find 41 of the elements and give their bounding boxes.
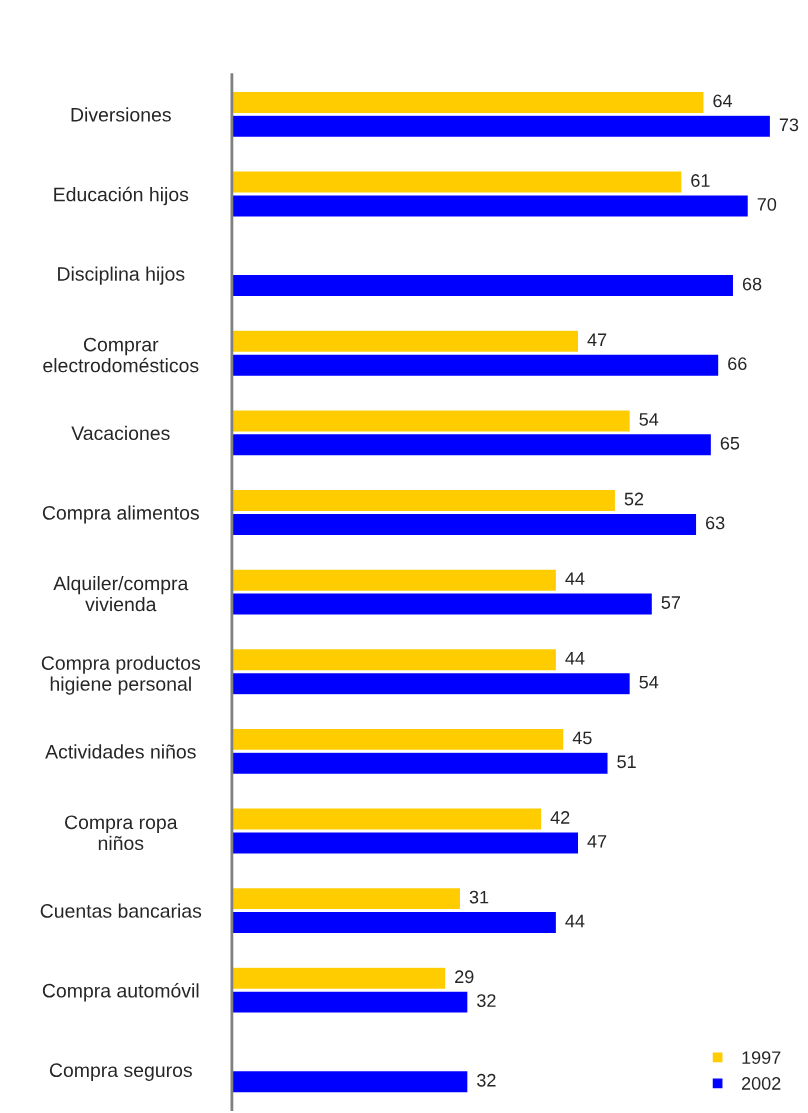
data-label: 51 [617, 755, 636, 769]
data-label: 63 [706, 516, 725, 530]
data-label: 52 [624, 492, 644, 506]
data-label: 44 [565, 572, 585, 585]
data-label: 57 [661, 596, 681, 609]
data-label: 61 [691, 174, 710, 187]
data-label: 47 [587, 333, 607, 346]
y-tick-label: Compra seguros [49, 1063, 192, 1081]
data-label: 47 [587, 835, 607, 848]
data-label: 29 [455, 970, 474, 984]
data-label: 32 [477, 994, 496, 1008]
y-tick-label: Vacaciones [71, 425, 170, 441]
data-label: 44 [565, 914, 585, 928]
data-label: 64 [713, 94, 733, 108]
data-label: 44 [565, 652, 585, 665]
y-tick-label: Compra ropa niños [65, 815, 178, 851]
data-label: 65 [720, 436, 740, 450]
data-label: 32 [477, 1073, 496, 1087]
y-tick-label: Compra alimentos [42, 505, 199, 524]
data-label: 68 [742, 277, 762, 291]
data-label: 54 [639, 413, 659, 426]
data-label: 42 [550, 811, 570, 824]
y-tick-label: Diversiones [71, 107, 171, 122]
data-label: 70 [757, 198, 777, 211]
y-tick-label: Educación hijos [54, 186, 189, 206]
y-tick-label: Actividades niños [45, 744, 196, 759]
data-label: 45 [572, 731, 592, 745]
bar [231, 1069, 469, 1094]
data-label: 73 [779, 118, 799, 132]
legend-label: 2002 [741, 1077, 781, 1090]
data-label: 66 [728, 357, 747, 371]
y-tick-label: Disciplina hijos [58, 266, 185, 285]
y-tick-label: Compra automóvil [42, 983, 199, 1002]
y-tick-label: Compra productos higiene personal [41, 655, 201, 695]
y-tick-label: Comprar electrodomésticos [43, 337, 199, 373]
y-tick-label: Cuentas bancarias [40, 903, 202, 918]
legend-label: 1997 [742, 1051, 781, 1064]
y-tick-label: Alquiler/compra vivienda [53, 576, 189, 612]
bar [231, 273, 735, 298]
data-label: 31 [469, 890, 489, 904]
data-label: 54 [639, 675, 659, 689]
